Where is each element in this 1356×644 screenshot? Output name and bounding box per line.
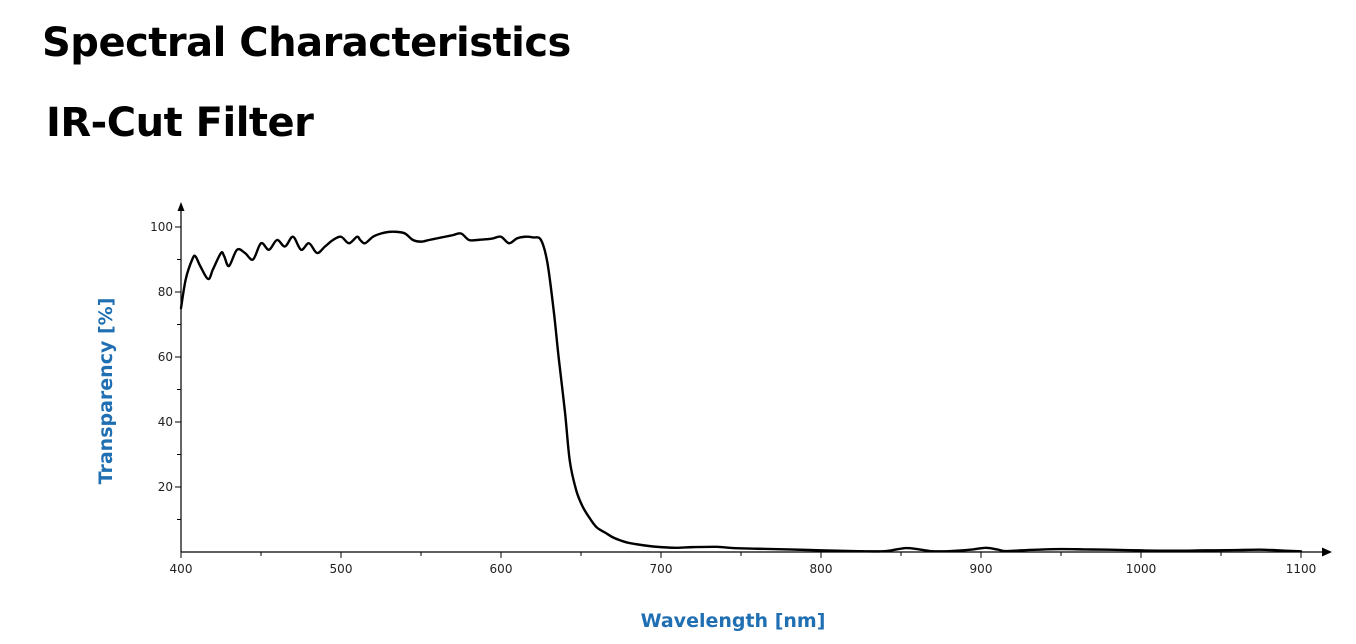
y-axis-arrow: [177, 202, 185, 211]
chart-axes: [177, 202, 1332, 557]
page-title: Spectral Characteristics: [42, 20, 571, 66]
y-tick-label: 40: [158, 415, 173, 429]
x-tick-label: 1100: [1286, 562, 1317, 576]
x-ticks: 400 500 600 700 800 900 1000 1100: [170, 552, 1317, 576]
y-tick-label: 80: [158, 285, 173, 299]
x-axis-arrow: [1322, 547, 1332, 557]
x-tick-label: 800: [810, 562, 833, 576]
x-tick-label: 700: [650, 562, 673, 576]
x-tick-label: 900: [970, 562, 993, 576]
y-ticks: 20 40 60 80 100: [150, 220, 181, 520]
page-subtitle: IR-Cut Filter: [46, 100, 314, 146]
x-tick-label: 500: [330, 562, 353, 576]
x-axis-title: Wavelength [nm]: [641, 610, 826, 632]
y-tick-label: 20: [158, 480, 173, 494]
y-tick-label: 100: [150, 220, 173, 234]
transmission-curve: [179, 230, 1303, 553]
y-tick-label: 60: [158, 350, 173, 364]
y-axis-title: Transparency [%]: [95, 298, 117, 485]
x-tick-label: 400: [170, 562, 193, 576]
x-tick-label: 1000: [1126, 562, 1157, 576]
x-tick-label: 600: [490, 562, 513, 576]
curve-points: [180, 231, 1302, 552]
